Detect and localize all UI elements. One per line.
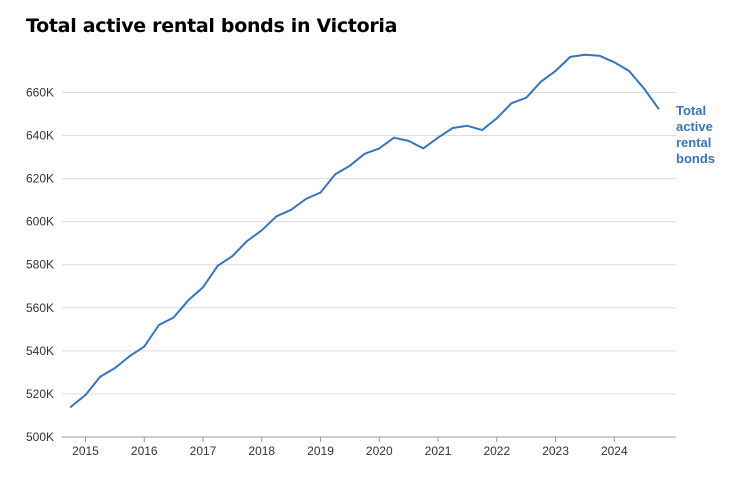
y-axis: 500K 520K 540K 560K 580K 600K 620K 640K 660K [26, 85, 54, 444]
x-axis: 2015 2016 2017 2018 2019 2020 2021 2022 2023 2024 [72, 437, 628, 458]
y-tick-label: 580K [26, 258, 54, 272]
y-tick-label: 640K [26, 129, 54, 143]
series-label-line: active [676, 119, 713, 134]
x-tick-label: 2018 [248, 444, 275, 458]
x-tick-label: 2020 [366, 444, 393, 458]
x-tick-label: 2019 [307, 444, 334, 458]
series-label-line: Total [676, 103, 706, 118]
y-tick-label: 500K [26, 430, 54, 444]
y-tick-label: 540K [26, 344, 54, 358]
y-tick-label: 520K [26, 387, 54, 401]
y-tick-label: 560K [26, 301, 54, 315]
y-tick-label: 600K [26, 215, 54, 229]
y-tick-label: 620K [26, 172, 54, 186]
y-tick-label: 660K [26, 85, 54, 99]
x-tick-label: 2015 [72, 444, 99, 458]
x-tick-label: 2023 [542, 444, 569, 458]
gridlines [62, 91, 676, 438]
x-tick-label: 2024 [601, 444, 628, 458]
x-tick-label: 2016 [131, 444, 158, 458]
x-tick-label: 2021 [425, 444, 452, 458]
series-layer [69, 53, 660, 408]
x-tick-label: 2017 [190, 444, 217, 458]
series-label-line: bonds [676, 151, 715, 166]
x-tick-label: 2022 [483, 444, 510, 458]
series-line-total-active-rental-bonds [69, 53, 660, 408]
chart-title: Total active rental bonds in Victoria [26, 15, 398, 37]
series-label-line: rental [676, 135, 711, 150]
